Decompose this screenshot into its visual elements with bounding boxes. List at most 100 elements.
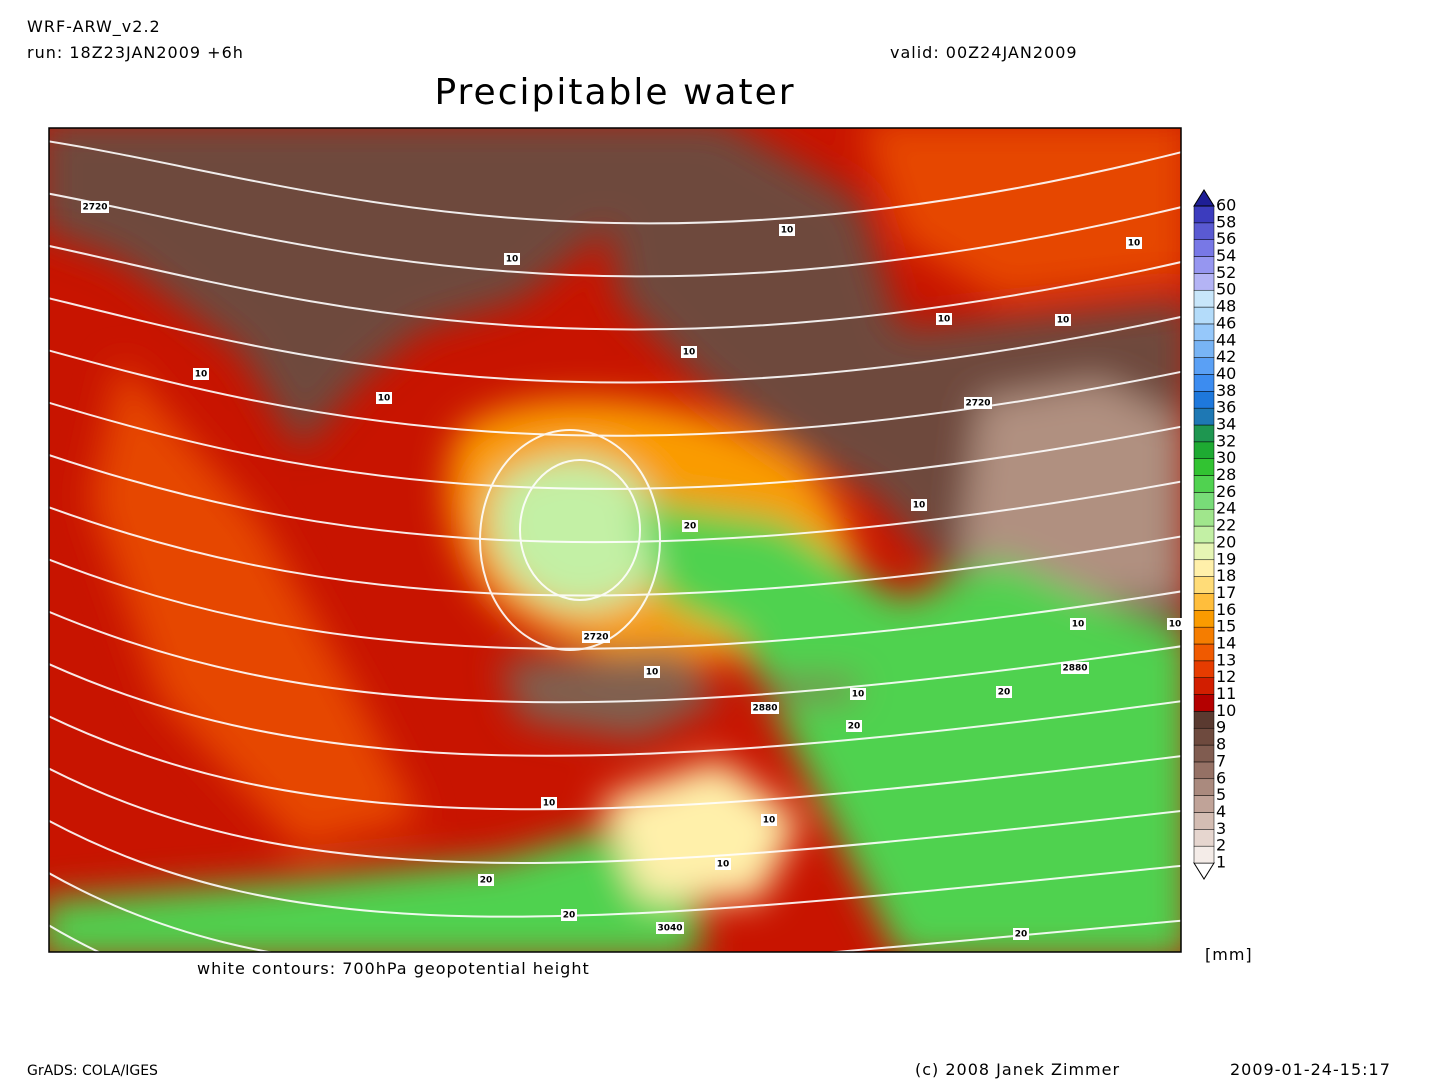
colorbar-box (1193, 677, 1215, 695)
contour-line (49, 767, 1181, 864)
map-frame (48, 127, 1182, 953)
colorbar-label: 13 (1216, 650, 1236, 669)
colorbar-box (1193, 273, 1215, 291)
colorbar-label: 9 (1216, 718, 1226, 737)
contour-label: 2720 (82, 203, 107, 213)
caption: white contours: 700hPa geopotential heig… (197, 959, 590, 978)
colorbar-box (1193, 340, 1215, 358)
colorbar-label: 40 (1216, 364, 1236, 383)
software-credit: GrADS: COLA/IGES (27, 1063, 158, 1079)
contour-label: 10 (1072, 620, 1085, 630)
colorbar-label: 32 (1216, 431, 1236, 450)
colorbar-label: 28 (1216, 465, 1236, 484)
colorbar-box (1193, 694, 1215, 712)
contour-line (49, 662, 1181, 757)
contour-label: 20 (1015, 930, 1028, 940)
contour-label-box (656, 922, 684, 934)
colorbar-box (1193, 711, 1215, 729)
colorbar-box (1193, 761, 1215, 780)
contour-label: 20 (848, 722, 861, 732)
colorbar-box (1193, 845, 1215, 864)
contour-label-box (561, 909, 577, 921)
contour-label: 20 (563, 911, 576, 921)
contour-label-box (681, 346, 697, 358)
colorbar-label: 38 (1216, 381, 1236, 400)
contour-label: 10 (195, 370, 208, 380)
colorbar-label: 12 (1216, 667, 1236, 686)
colorbar-label: 48 (1216, 297, 1236, 316)
contour-label-box (644, 666, 660, 678)
colorbar-box (1193, 812, 1215, 830)
contour-label-box (682, 520, 698, 532)
colorbar-box (1193, 441, 1215, 459)
colorbar-top-triangle (1193, 189, 1215, 207)
colorbar-label: 7 (1216, 751, 1226, 770)
contour-label-box (936, 313, 952, 325)
contour-label-box (1126, 237, 1142, 249)
colorbar-box (1193, 795, 1215, 813)
colorbar-label: 1 (1216, 853, 1226, 872)
colorbar-label: 20 (1216, 532, 1236, 551)
contour-label-box (846, 720, 862, 732)
contour-label: 10 (781, 226, 794, 236)
contour-label: 20 (998, 688, 1011, 698)
contour-label-box (504, 253, 520, 265)
contour-line (49, 244, 1181, 331)
colorbar-label: 24 (1216, 499, 1236, 518)
contour-line (49, 558, 1181, 650)
contour-label: 10 (1169, 620, 1182, 630)
contour-line (49, 140, 1181, 225)
run-time: run: 18Z23JAN2009 +6h (27, 43, 244, 62)
colorbar-box (1193, 508, 1215, 527)
colorbar-box (1193, 727, 1215, 746)
colorbar-box (1193, 222, 1215, 240)
contour-label: 20 (684, 522, 697, 532)
colorbar-label: 30 (1216, 448, 1236, 467)
colorbar-label: 17 (1216, 583, 1236, 602)
colorbar-box (1193, 424, 1215, 443)
contour-line (49, 297, 1181, 384)
contour-label-box (81, 201, 109, 213)
contour-label-box (1061, 662, 1089, 674)
contour-label-box (478, 874, 494, 886)
colorbar-box (1193, 323, 1215, 342)
contour-label-box (193, 368, 209, 380)
contour-label: 10 (1128, 239, 1141, 249)
colorbar-label: 26 (1216, 482, 1236, 501)
colorbar-label: 52 (1216, 263, 1236, 282)
colorbar-label: 22 (1216, 516, 1236, 535)
colorbar-box (1193, 391, 1215, 409)
contour-label: 10 (913, 501, 926, 511)
colorbar-label: 4 (1216, 802, 1226, 821)
contour-label-box (1013, 928, 1029, 940)
colorbar-label: 58 (1216, 212, 1236, 231)
contour-label-box (1070, 618, 1086, 630)
colorbar-label: 11 (1216, 684, 1236, 703)
colorbar-box (1193, 205, 1215, 224)
contour-label: 10 (717, 860, 730, 870)
colorbar-label: 44 (1216, 330, 1236, 349)
contour-label-box (715, 858, 731, 870)
contour-label: 2720 (965, 399, 990, 409)
colorbar-label: 8 (1216, 735, 1226, 754)
colorbar-label: 50 (1216, 280, 1236, 299)
contour-line (49, 610, 1181, 704)
colorbar-box (1193, 492, 1215, 510)
contour-label: 10 (763, 816, 776, 826)
colorbar-box (1193, 407, 1215, 426)
contour-label: 2880 (752, 704, 777, 714)
contour-line (479, 429, 661, 651)
contour-label-box (751, 702, 779, 714)
colorbar-box (1193, 744, 1215, 763)
contour-label-box (376, 392, 392, 404)
contour-line (49, 871, 1181, 952)
contour-label: 10 (646, 668, 659, 678)
unit-label: [mm] (1205, 945, 1253, 964)
colorbar-box (1193, 542, 1215, 561)
colorbar-box (1193, 610, 1215, 628)
colorbar-label: 6 (1216, 768, 1226, 787)
valid-time: valid: 00Z24JAN2009 (890, 43, 1078, 62)
colorbar-label: 10 (1216, 701, 1236, 720)
contour-line (49, 453, 1181, 544)
